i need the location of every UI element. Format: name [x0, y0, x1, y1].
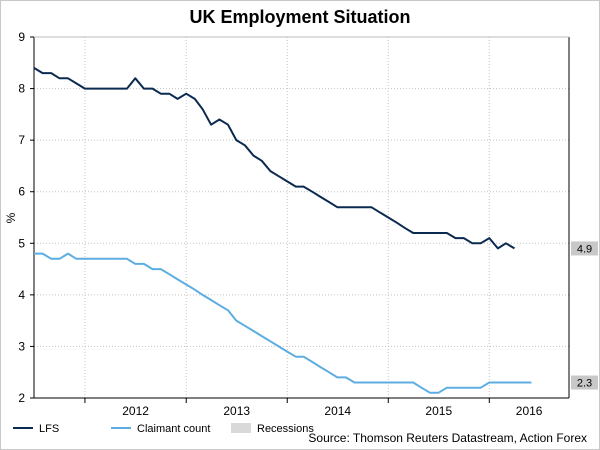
- end-label-box: [571, 241, 598, 256]
- y-tick-label: 4: [18, 288, 25, 302]
- y-tick-label: 9: [18, 30, 25, 44]
- axes: [33, 36, 570, 399]
- y-tick-label: 5: [18, 236, 25, 250]
- x-tick-label: 2014: [324, 404, 351, 418]
- series-line-claimant-count: [34, 252, 532, 394]
- chart-title: UK Employment Situation: [189, 7, 410, 27]
- legend-label: LFS: [39, 423, 59, 435]
- y-axis-ticks: 2 3 4 5 6 7 8 9: [18, 30, 34, 405]
- x-axis-ticks: 2012 2013 2014 2015 2016: [84, 398, 543, 418]
- legend-label: Recessions: [257, 423, 314, 435]
- x-tick-label: 2015: [425, 404, 452, 418]
- legend: LFS Claimant count Recessions: [13, 423, 314, 435]
- series-line-lfs: [33, 67, 516, 250]
- plot-background: [34, 37, 569, 398]
- series-lines: [33, 67, 532, 394]
- end-value-labels: 4.9 2.3: [571, 241, 598, 390]
- plot-area: 2 3 4 5 6 7 8 9 2012 2013 2014 2015 2016 4.9 2.3: [18, 30, 598, 418]
- end-label-box: [571, 375, 598, 390]
- x-tick-label: 2012: [122, 404, 149, 418]
- y-tick-label: 7: [18, 133, 25, 147]
- source-note: Source: Thomson Reuters Datastream, Acti…: [308, 431, 587, 445]
- legend-swatch: [231, 423, 251, 433]
- y-tick-label: 8: [18, 82, 25, 96]
- end-value-label: 4.9: [577, 243, 592, 255]
- y-tick-label: 2: [18, 391, 25, 405]
- end-value-label: 2.3: [577, 378, 592, 390]
- y-tick-label: 3: [18, 339, 25, 353]
- x-tick-label: 2013: [223, 404, 250, 418]
- y-tick-label: 6: [18, 185, 25, 199]
- y-axis-label: %: [4, 212, 18, 223]
- x-tick-label: 2016: [516, 404, 543, 418]
- legend-label: Claimant count: [137, 423, 210, 435]
